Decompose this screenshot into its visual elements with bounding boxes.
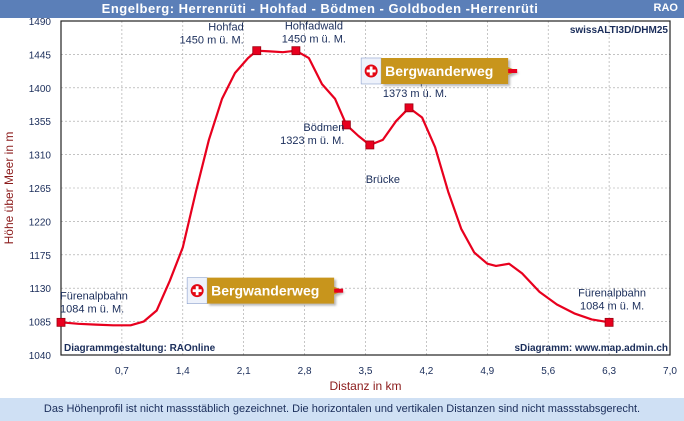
y-tick-label: 1040 [29,351,52,362]
waypoint-name: Hohfad [208,22,243,34]
elevation-chart: 1490 1445 1400 1355 1310 1265 1220 1175 1130 1085… [2,17,677,393]
y-tick-label: 1265 [29,184,52,195]
x-tick-label: 5,6 [541,366,555,377]
x-tick-label: 4,2 [419,366,433,377]
waypoint-elevation: 1450 m ü. M. [180,35,244,47]
waypoint-elevation: 1084 m ü. M. [60,303,124,315]
waypoint-name: Fürenalpbahn [578,287,646,299]
waypoint-name: Brücke [366,174,400,186]
waypoint-marker [341,120,351,130]
y-tick-label: 1310 [29,151,52,162]
waypoint-marker [56,317,66,327]
x-tick-label: 2,1 [237,366,251,377]
y-axis-label: Höhe über Meer in m [2,132,16,245]
x-tick-label: 1,4 [176,366,190,377]
elevation-profile-line [60,49,610,327]
y-tick-label: 1445 [29,50,52,61]
waypoint-elevation: 1323 m ü. M. [280,135,344,147]
waypoint-marker [252,46,262,56]
x-tick-label: 6,3 [602,366,616,377]
waypoint-name: Bödmen [303,122,344,134]
x-tick-label: 4,9 [480,366,494,377]
y-tick-label: 1130 [29,284,51,295]
x-axis-label: Distanz in km [329,379,401,393]
sign-board [207,277,344,304]
waypoint-marker [604,317,614,327]
waypoint-marker [404,103,414,113]
credit-right: sDiagramm: www.map.admin.ch [514,343,668,354]
rao-logo: RAO [653,2,678,14]
bergwanderweg-sign: Bergwanderweg [186,277,344,304]
y-tick-label: 1355 [29,117,52,128]
y-tick-label: 1220 [29,217,52,228]
waypoint-name: Hohfadwald [285,21,343,33]
waypoint-marker [291,46,301,56]
x-tick-label: 7,0 [663,366,677,377]
y-tick-label: 1490 [29,17,52,28]
title-bar: Engelberg: Herrenrüti - Hohfad - Bödmen … [0,0,684,18]
x-tick-label: 2,8 [298,366,312,377]
waypoint-elevation: 1450 m ü. M. [282,34,346,46]
sign-text: Bergwanderweg [385,63,493,79]
y-tick-label: 1085 [29,318,52,329]
bergwanderweg-sign: Bergwanderweg [360,57,518,85]
waypoint-elevation: 1084 m ü. M. [580,300,644,312]
credit-left: Diagrammgestaltung: RAOnline [64,343,216,354]
waypoint-marker [365,140,375,150]
y-tick-label: 1175 [29,251,51,262]
footer-note: Das Höhenprofil ist nicht massstäblich g… [43,403,641,415]
x-tick-label: 0,7 [115,366,129,377]
x-tick-label: 3,5 [359,366,373,377]
plot-frame [60,20,671,356]
sign-board [381,57,518,84]
y-tick-label: 1400 [29,84,52,95]
chart-title: Engelberg: Herrenrüti - Hohfad - Bödmen … [101,1,539,16]
elevation-model-label: swissALTI3D/DHM25 [570,25,669,36]
sign-text: Bergwanderweg [211,283,319,299]
waypoint-name: Fürenalpbahn [60,290,128,302]
waypoint-elevation: 1373 m ü. M. [383,88,447,100]
footer-bar: Das Höhenprofil ist nicht massstäblich g… [0,398,684,421]
